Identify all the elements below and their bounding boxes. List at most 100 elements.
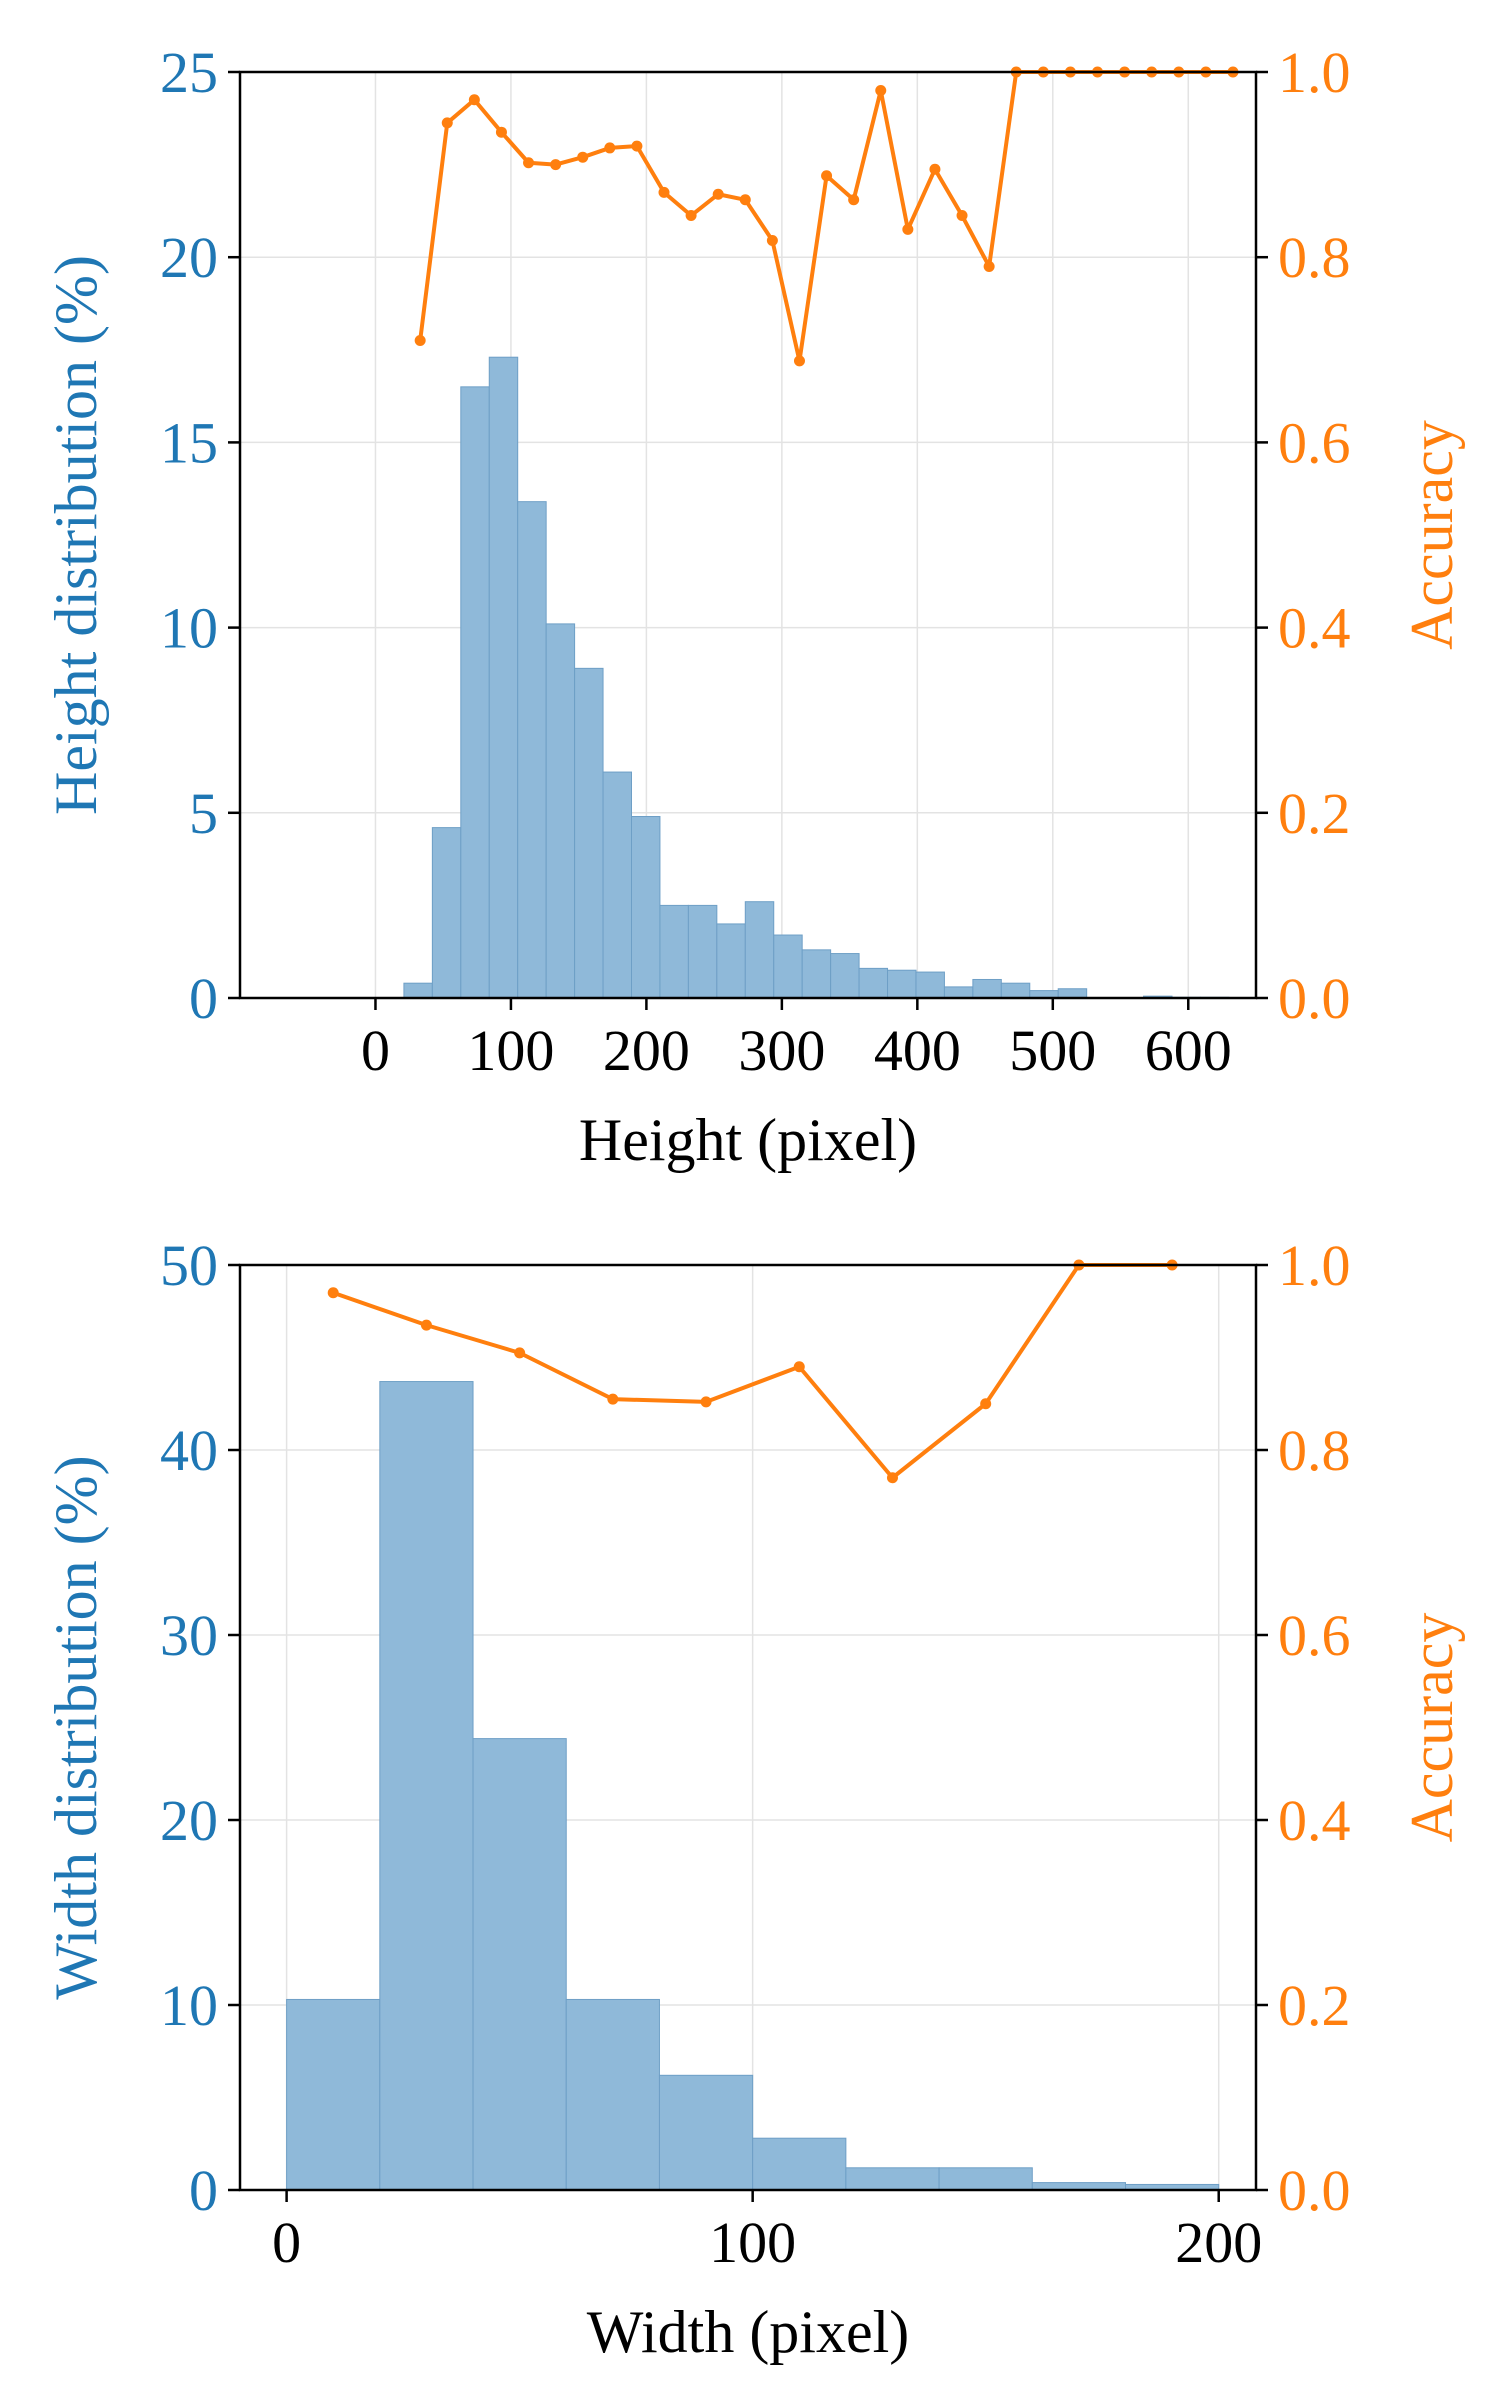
histogram-bar <box>915 971 945 999</box>
histogram-bar <box>565 1998 660 2191</box>
accuracy-point <box>607 1393 619 1405</box>
accuracy-point <box>441 117 453 129</box>
histogram-bar <box>659 904 689 999</box>
x-axis-label: Height (pixel) <box>579 1107 917 1173</box>
histogram-bar <box>830 953 860 999</box>
histogram-bar <box>286 1998 381 2191</box>
histogram-bar <box>744 901 775 999</box>
y2-tick-label: 0.2 <box>1278 781 1351 846</box>
accuracy-point <box>468 94 480 106</box>
accuracy-point <box>550 159 562 171</box>
y-tick-label: 20 <box>160 225 218 290</box>
histogram-bar <box>972 978 1002 999</box>
y2-tick-label: 0.6 <box>1278 1603 1351 1668</box>
y2-tick-label: 0.2 <box>1278 1973 1351 2038</box>
accuracy-point <box>983 260 995 272</box>
x-tick-label: 0 <box>361 1018 390 1083</box>
histogram-bar <box>773 934 803 999</box>
y-axis-label: Height distribution (%) <box>43 255 109 815</box>
accuracy-point <box>902 223 914 235</box>
accuracy-point <box>766 235 778 247</box>
histogram-bar <box>488 356 519 999</box>
histogram-bar <box>845 2167 940 2191</box>
accuracy-point <box>631 140 643 152</box>
accuracy-point <box>414 335 426 347</box>
y2-tick-label: 1.0 <box>1278 1233 1351 1298</box>
y2-tick-label: 0.4 <box>1278 596 1351 661</box>
accuracy-point <box>739 194 751 206</box>
y-tick-label: 30 <box>160 1603 218 1668</box>
histogram-bar <box>403 982 433 999</box>
x-tick-label: 500 <box>1009 1018 1096 1083</box>
histogram-bar <box>887 969 917 999</box>
histogram-bar <box>545 623 576 999</box>
histogram-bar <box>658 2074 754 2191</box>
histogram-bar <box>716 923 746 999</box>
y2-tick-label: 1.0 <box>1278 40 1351 105</box>
histogram-bar <box>752 2137 847 2191</box>
x-tick-label: 100 <box>467 1018 554 1083</box>
histogram-bar <box>574 667 604 999</box>
y2-tick-label: 0.4 <box>1278 1788 1351 1853</box>
y2-tick-label: 0.6 <box>1278 410 1351 475</box>
accuracy-point <box>875 85 887 97</box>
histogram-bar <box>1057 988 1088 999</box>
histogram-bar <box>379 1381 474 2191</box>
accuracy-point <box>420 1319 432 1331</box>
y-tick-label: 10 <box>160 1973 218 2038</box>
histogram-bar <box>858 967 889 999</box>
y-tick-label: 10 <box>160 596 218 661</box>
histogram-bar <box>801 949 832 999</box>
histogram-bar <box>472 1738 567 2191</box>
accuracy-point <box>793 1361 805 1373</box>
accuracy-point <box>685 210 697 222</box>
x-tick-label: 600 <box>1145 1018 1232 1083</box>
x-axis-label: Width (pixel) <box>587 2299 910 2365</box>
x-tick-label: 400 <box>874 1018 961 1083</box>
x-tick-label: 300 <box>738 1018 825 1083</box>
accuracy-point <box>980 1398 992 1410</box>
accuracy-point <box>956 210 968 222</box>
histogram-bar <box>1000 982 1031 999</box>
accuracy-point <box>700 1396 712 1408</box>
y-tick-label: 25 <box>160 40 218 105</box>
y2-axis-label: Accuracy <box>1399 420 1465 650</box>
accuracy-point <box>495 126 507 138</box>
y-axis-label: Width distribution (%) <box>43 1455 109 1999</box>
accuracy-point <box>929 163 941 175</box>
chart-panel-1: 0 100 200 300 400 500 600 0 5 10 15 20 25 0.0 0.2 0.4 0.… <box>43 40 1465 1173</box>
accuracy-line <box>332 1263 1173 1480</box>
y-tick-label: 20 <box>160 1788 218 1853</box>
y2-tick-label: 0.8 <box>1278 1418 1351 1483</box>
accuracy-point <box>658 186 670 198</box>
accuracy-point <box>604 142 616 154</box>
y-tick-label: 50 <box>160 1233 218 1298</box>
histogram-bar <box>938 2167 1033 2191</box>
accuracy-point <box>848 194 860 206</box>
y2-axis-label: Accuracy <box>1399 1613 1465 1843</box>
plot-frame <box>238 1263 1258 2192</box>
accuracy-point <box>327 1287 339 1299</box>
x-tick-label: 0 <box>272 2210 301 2275</box>
accuracy-point <box>821 170 833 182</box>
y-tick-label: 0 <box>189 2158 218 2223</box>
plot-frame <box>238 70 1258 1000</box>
x-tick-label: 200 <box>1175 2210 1262 2275</box>
y2-tick-label: 0.0 <box>1278 2158 1351 2223</box>
histogram-bar <box>460 386 490 999</box>
histogram-bar <box>602 771 632 999</box>
accuracy-point <box>577 151 589 163</box>
x-tick-label: 200 <box>603 1018 690 1083</box>
accuracy-line <box>418 70 1233 363</box>
histogram-bar <box>630 816 661 999</box>
histogram-bar <box>687 904 718 999</box>
y-tick-label: 40 <box>160 1418 218 1483</box>
x-tick-label: 100 <box>709 2210 796 2275</box>
accuracy-point <box>712 188 724 200</box>
accuracy-point <box>793 355 805 367</box>
y-tick-label: 5 <box>189 781 218 846</box>
histogram-bar <box>943 986 974 999</box>
y2-tick-label: 0.0 <box>1278 966 1351 1031</box>
y-tick-label: 15 <box>160 410 218 475</box>
